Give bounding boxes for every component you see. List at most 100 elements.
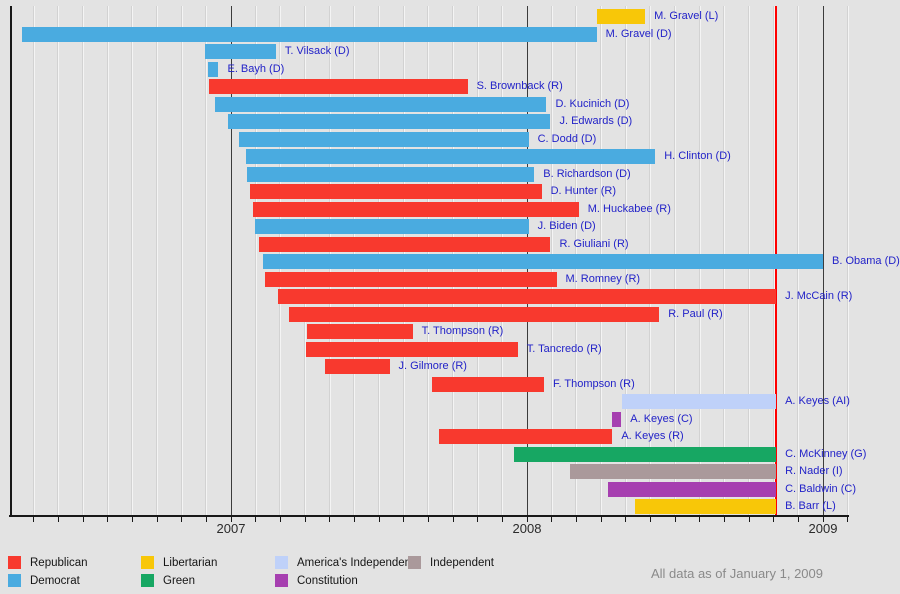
legend-label: Constitution [297,575,358,587]
axis-tick [600,517,602,522]
timeline-bar-democrat [205,44,276,59]
legend-swatch-constitution [275,574,288,587]
legend-swatch-independent [408,556,421,569]
candidate-label[interactable]: B. Obama (D) [832,255,900,267]
candidate-label[interactable]: M. Gravel (L) [654,10,719,22]
timeline-bar-republican [431,376,544,392]
axis-tick [427,517,429,522]
timeline-bar-democrat [239,131,529,147]
legend-swatch-green [141,574,154,587]
candidate-label[interactable]: J. Gilmore (R) [398,360,467,372]
gridline-month [254,6,257,515]
timeline-bar-democrat [262,254,823,269]
axis-tick [230,517,232,522]
candidate-label[interactable]: A. Keyes (C) [630,412,693,425]
timeline-bar-republican [208,79,468,94]
timeline-bar-republican [252,201,579,217]
candidate-label[interactable]: M. Romney (R) [565,272,641,285]
timeline-bar-democrat [228,114,551,129]
candidate-label[interactable]: M. Huckabee (R) [587,202,671,215]
candidate-label[interactable]: T. Thompson (R) [421,325,504,337]
axis-tick [575,517,577,522]
axis-tick [131,517,133,522]
axis-tick [551,517,553,522]
legend-label: Libertarian [163,557,218,569]
timeline-bar-republican [305,341,518,357]
candidate-label[interactable]: B. Richardson (D) [543,167,631,180]
candidate-label[interactable]: R. Paul (R) [668,307,723,320]
gridline-month [156,6,158,515]
axis-tick [625,517,627,522]
gridline-month [32,6,35,515]
axis-tick [329,517,331,522]
y-axis-line [10,6,12,517]
candidate-label[interactable]: T. Tancredo (R) [526,342,602,355]
timeline-bar-democrat [247,166,535,182]
axis-tick [501,517,503,522]
candidate-label[interactable]: A. Keyes (AI) [785,395,850,407]
axis-tick [403,517,405,522]
legend-swatch-libertarian [141,556,154,569]
candidate-label[interactable]: C. Dodd (D) [537,132,597,145]
axis-tick [723,517,725,522]
candidate-label[interactable]: A. Keyes (R) [621,430,684,442]
axis-tick-label: 2008 [512,521,542,536]
timeline-bar-republican [258,236,551,252]
legend-swatch-americasindependent [275,556,288,569]
axis-tick [279,517,281,522]
candidate-label[interactable]: D. Hunter (R) [550,185,616,197]
axis-tick [526,517,528,522]
axis-tick [107,517,109,522]
axis-tick [255,517,257,522]
axis-tick-label: 2009 [808,521,838,536]
axis-tick [452,517,454,522]
legend-swatch-republican [8,556,21,569]
candidate-label[interactable]: E. Bayh (D) [227,62,285,75]
candidate-label[interactable]: H. Clinton (D) [664,150,731,162]
x-axis-line [9,515,849,517]
gridline-year [230,6,232,515]
candidate-label[interactable]: M. Gravel (D) [605,27,672,40]
candidate-label[interactable]: C. Baldwin (C) [785,482,856,495]
axis-tick-label: 2007 [216,521,246,536]
axis-tick [674,517,676,522]
gridline-month [82,6,84,515]
axis-tick [797,517,799,522]
timeline-bar-republican [438,429,613,444]
candidate-label[interactable]: C. McKinney (G) [785,447,867,460]
timeline-bar-republican [325,359,390,374]
legend-label: Independent [430,557,494,569]
timeline-bar-republican [289,306,660,322]
timeline-bar-republican [265,271,557,287]
gridline-month [846,6,849,515]
candidate-label[interactable]: R. Giuliani (R) [559,237,629,250]
axis-tick [649,517,651,522]
gridline-month [205,6,208,515]
candidate-label[interactable]: S. Brownback (R) [476,80,563,92]
timeline-bar-republican [250,184,542,199]
legend-label: Green [163,575,195,587]
axis-tick [82,517,84,522]
axis-tick [33,517,35,522]
gridline-month [57,6,60,515]
axis-tick [304,517,306,522]
timeline-bar-democrat [215,96,547,112]
candidate-label[interactable]: B. Barr (L) [785,500,836,512]
candidate-label[interactable]: J. Edwards (D) [559,115,633,127]
candidate-label[interactable]: J. Biden (D) [537,220,596,232]
gridline-year [822,6,824,515]
candidate-label[interactable]: J. McCain (R) [785,290,853,302]
candidate-label[interactable]: R. Nader (I) [785,465,843,477]
axis-tick [156,517,158,522]
candidate-label[interactable]: F. Thompson (R) [553,377,635,390]
candidate-label[interactable]: D. Kucinich (D) [555,97,630,110]
candidate-label[interactable]: T. Vilsack (D) [284,45,350,57]
axis-tick [748,517,750,522]
legend-label: Republican [30,557,88,569]
timeline-bar-democrat [246,149,656,164]
data-note: All data as of January 1, 2009 [650,566,823,581]
axis-tick [699,517,701,522]
timeline-bar-democrat [207,61,219,77]
timeline-bar-democrat [21,26,597,42]
